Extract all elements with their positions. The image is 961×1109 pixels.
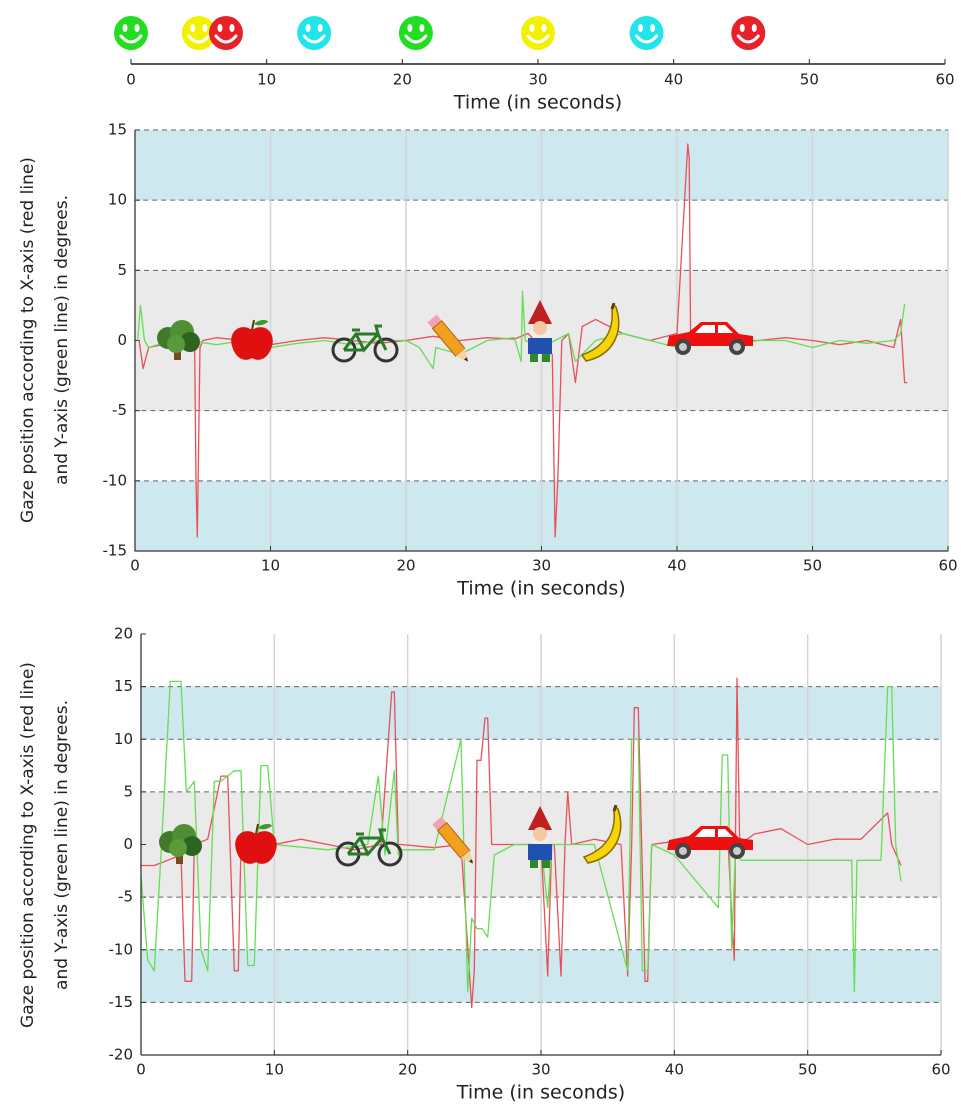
smiley-eye bbox=[650, 24, 656, 32]
y-tick-label: -5 bbox=[112, 401, 127, 419]
x-tick-label: 10 bbox=[257, 71, 276, 89]
smiley-mouth bbox=[526, 34, 550, 44]
timeline: 0 10 20 30 40 50 60 Time (in seconds) bbox=[114, 16, 955, 114]
y-tick-label: -15 bbox=[109, 993, 134, 1011]
x-axis-title: Time (in seconds) bbox=[453, 92, 622, 114]
smiley-eye bbox=[529, 24, 535, 32]
smiley-face bbox=[398, 16, 433, 50]
smiley-mouth bbox=[187, 34, 211, 44]
smiley bbox=[114, 16, 148, 50]
x-tick-label: 10 bbox=[261, 557, 280, 575]
x-axis-title: Time (in seconds) bbox=[456, 578, 625, 600]
y-axis-title: Gaze position according to X-axis (red l… bbox=[18, 662, 38, 1028]
smiley bbox=[181, 16, 216, 50]
y-tick-label: 10 bbox=[114, 730, 133, 748]
series-line bbox=[137, 290, 906, 370]
smiley-eye bbox=[751, 24, 757, 32]
smiley bbox=[521, 16, 555, 50]
x-tick-label: 0 bbox=[126, 71, 136, 89]
smiley bbox=[731, 16, 766, 50]
y-tick-label: -15 bbox=[103, 542, 128, 560]
smiley-face bbox=[521, 16, 555, 50]
smiley-mouth bbox=[119, 34, 143, 44]
chart-bottom: 0 10 20 30 40 50 60 -20 -15 -10 -5 0 5 10 15 20 Time (in… bbox=[18, 625, 951, 1104]
x-tick-label: 30 bbox=[528, 71, 547, 89]
x-tick-label: 10 bbox=[265, 1061, 284, 1079]
smiley-mouth bbox=[214, 34, 238, 44]
smiley-eye bbox=[638, 24, 644, 32]
smiley-face bbox=[629, 16, 664, 50]
x-tick-label: 50 bbox=[803, 557, 822, 575]
x-tick-label: 50 bbox=[798, 1061, 817, 1079]
chart-top: 0 10 20 30 40 50 60 -15 -10 -5 0 5 10 15 Time (in seco… bbox=[18, 121, 958, 600]
x-tick-label: 0 bbox=[130, 557, 140, 575]
smiley-eye bbox=[407, 24, 413, 32]
smiley-eye bbox=[122, 24, 128, 32]
smiley-eye bbox=[190, 24, 196, 32]
x-tick-label: 40 bbox=[667, 557, 686, 575]
y-tick-label: 5 bbox=[123, 782, 133, 800]
x-tick-label: 20 bbox=[398, 1061, 417, 1079]
smiley-eye bbox=[305, 24, 311, 32]
x-tick-label: 30 bbox=[531, 1061, 550, 1079]
x-tick-label: 60 bbox=[931, 1061, 950, 1079]
smiley-mouth bbox=[302, 34, 326, 44]
y-tick-label: 20 bbox=[114, 625, 133, 643]
y-tick-label: 0 bbox=[117, 331, 127, 349]
y-tick-label: 5 bbox=[117, 261, 127, 279]
x-tick-label: 30 bbox=[532, 557, 551, 575]
smiley bbox=[208, 16, 243, 50]
x-tick-label: 20 bbox=[393, 71, 412, 89]
smiley-face bbox=[208, 16, 243, 50]
smiley-eye bbox=[317, 24, 323, 32]
smiley-mouth bbox=[635, 34, 659, 44]
smiley-face bbox=[181, 16, 216, 50]
series-line bbox=[140, 680, 902, 993]
smiley-eye bbox=[134, 24, 140, 32]
y-tick-label: -20 bbox=[109, 1046, 134, 1064]
y-axis-title: and Y-axis (green line) in degrees. bbox=[52, 700, 72, 990]
x-tick-label: 40 bbox=[664, 71, 683, 89]
x-tick-label: 0 bbox=[136, 1061, 146, 1079]
y-tick-label: -5 bbox=[118, 888, 133, 906]
y-tick-label: 0 bbox=[123, 835, 133, 853]
y-tick-label: 10 bbox=[108, 191, 127, 209]
y-axis-title: and Y-axis (green line) in degrees. bbox=[52, 195, 72, 485]
smiley-face bbox=[114, 16, 148, 50]
smiley bbox=[297, 16, 332, 50]
y-tick-label: 15 bbox=[114, 677, 133, 695]
smiley bbox=[629, 16, 664, 50]
x-axis-title: Time (in seconds) bbox=[456, 1082, 625, 1104]
x-tick-label: 50 bbox=[800, 71, 819, 89]
x-tick-label: 60 bbox=[938, 557, 957, 575]
y-tick-label: 15 bbox=[108, 121, 127, 139]
smiley-face bbox=[731, 16, 766, 50]
smiley-eye bbox=[419, 24, 425, 32]
y-tick-label: -10 bbox=[103, 471, 128, 489]
smiley bbox=[398, 16, 433, 50]
smiley-eye bbox=[739, 24, 745, 32]
x-tick-label: 60 bbox=[935, 71, 954, 89]
smiley-face bbox=[297, 16, 332, 50]
y-tick-label: -10 bbox=[109, 940, 134, 958]
x-tick-label: 20 bbox=[396, 557, 415, 575]
smiley-eye bbox=[217, 24, 223, 32]
x-tick-label: 40 bbox=[665, 1061, 684, 1079]
y-axis-title: Gaze position according to X-axis (red l… bbox=[18, 157, 38, 523]
smiley-eye bbox=[229, 24, 235, 32]
smiley-mouth bbox=[404, 34, 428, 44]
smiley-eye bbox=[541, 24, 547, 32]
smiley-mouth bbox=[736, 34, 760, 44]
smiley-eye bbox=[202, 24, 208, 32]
